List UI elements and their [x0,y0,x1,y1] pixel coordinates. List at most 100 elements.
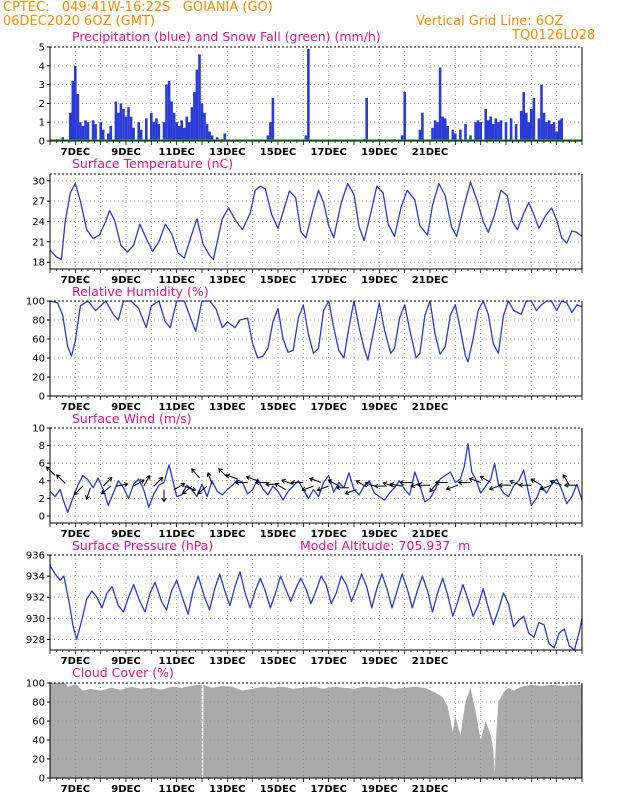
wind-vector-head [335,485,341,491]
precip-bar [489,116,493,141]
temp-series-line [49,181,583,261]
precip-bar [145,118,148,141]
precip-bar [532,97,536,141]
precip-bar [418,129,422,141]
y-tick-label: 4 [39,476,45,487]
precip-bar [76,94,80,141]
precip-bar [155,118,158,141]
precip-bar [547,120,551,141]
precip-bar [421,112,424,141]
precip-bar [152,122,156,141]
wind-vector-head [364,481,370,487]
wind-vector-head [399,479,404,486]
wind-vector-head [197,489,202,495]
wind-vector-head [530,478,536,483]
x-tick-label: 13DEC [209,147,245,158]
precip-bar [84,120,87,141]
header-date: 06DEC2020 6OZ (GMT) [3,14,155,29]
wind-vector-head [479,475,485,481]
x-tick-label: 19DEC [361,275,397,286]
precip-bar [446,126,449,141]
precip-bar [540,84,543,141]
y-tick-label: 5 [39,43,45,54]
wind-vector [489,484,502,490]
precip-bar [210,135,214,141]
x-tick-label: 9DEC [111,529,140,540]
y-tick-label: 100 [26,297,45,308]
wind-vector [429,482,438,493]
wind-vector-head [410,483,416,488]
y-tick-label: 80 [32,698,45,709]
precip-bar [555,131,558,141]
y-tick-label: 18 [32,258,45,269]
wind-vector-head [181,489,187,495]
precip-bar [119,103,123,141]
wind-vector [345,489,357,495]
wind-vector-head [316,486,322,492]
y-tick-label: 60 [32,335,45,346]
y-tick-label: 20 [32,373,45,384]
wind-vector [509,480,522,486]
precip-bar [200,103,204,141]
precip-bar [269,122,272,141]
wind-vector [74,485,84,495]
y-tick-label: 0 [39,137,45,148]
wind-vector-head [562,474,568,479]
wind-vector-head [382,481,388,487]
x-tick-label: 17DEC [310,402,346,413]
x-tick-label: 7DEC [61,784,90,795]
y-tick-label: 1 [39,118,45,129]
y-tick-label: 2 [39,99,45,110]
wind-vector [309,477,322,483]
precip-bar [479,122,482,141]
x-tick-label: 15DEC [260,529,296,540]
precip-bar [499,120,503,141]
cloud-title: Cloud Cover (%) [72,665,174,680]
y-tick-label: 0 [39,392,45,403]
x-tick-label: 15DEC [260,275,296,286]
precip-bar [198,54,201,141]
x-tick-label: 21DEC [412,656,448,667]
wind-vector-head [563,482,569,488]
y-tick-label: 932 [26,593,45,604]
y-tick-label: 80 [32,316,45,327]
wind-vector [281,479,294,485]
wind-vector-head [429,487,434,493]
wind-vector-head [265,481,270,487]
x-tick-label: 19DEC [361,784,397,795]
wind-vector-head [344,490,350,495]
precip-bar [208,131,211,141]
precip-bar [525,112,528,141]
wind-vector-head [274,482,280,488]
y-tick-label: 930 [26,614,45,625]
wind-vector [328,479,340,487]
wind-vector [530,478,542,486]
wind-vector-head [158,476,164,482]
wind-vector-head [245,475,251,481]
precip-bar [552,122,556,141]
precip-bar [69,112,72,141]
wind-vector [153,477,163,487]
precip-bar [109,126,113,141]
precip-bar [193,92,196,141]
wind-vector-head [327,479,333,484]
wind-vector [133,479,145,487]
wind-vector-head [290,479,295,486]
precip-bar [266,135,270,141]
precip-bar [550,124,553,141]
rh-title: Relative Humidity (%) [72,284,209,299]
wind-series-line [49,443,583,514]
wind-vector-head [145,474,151,480]
wind-vector-head [389,481,395,488]
x-tick-label: 17DEC [310,147,346,158]
precip-bar [527,122,531,141]
x-tick-label: 19DEC [361,147,397,158]
wind-vector-head [434,479,440,486]
y-tick-label: 30 [32,176,45,187]
precip-bar [557,120,561,141]
wind-vector-head [417,482,422,488]
y-tick-label: 10 [32,424,45,435]
x-tick-label: 9DEC [111,275,140,286]
precip-bar [203,112,206,141]
